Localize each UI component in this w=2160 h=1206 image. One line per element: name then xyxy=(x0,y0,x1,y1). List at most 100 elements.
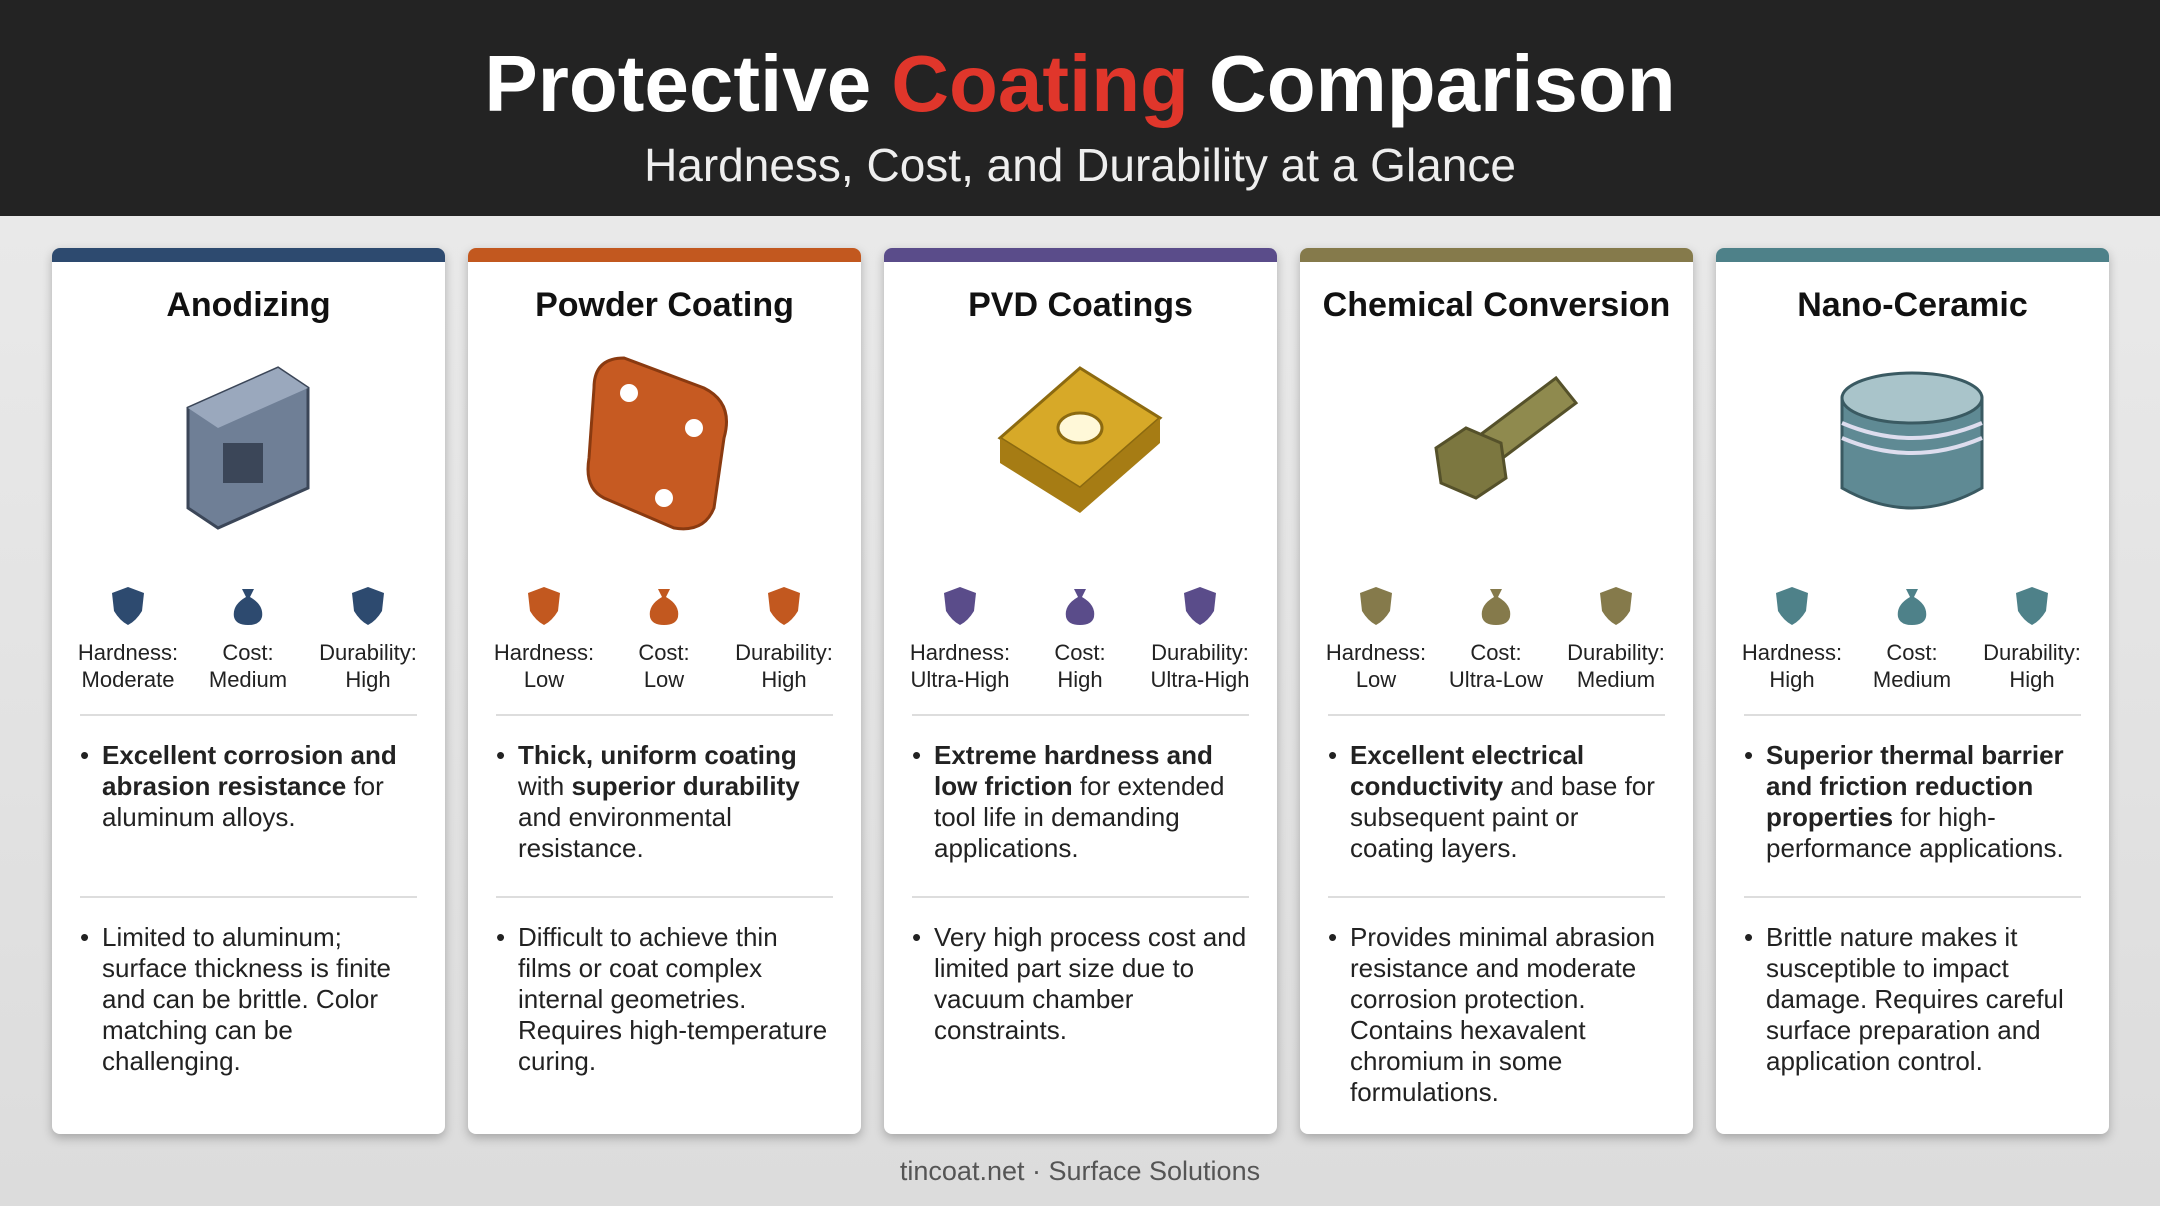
title: Protective Coating Comparison xyxy=(0,38,2160,130)
pros-text: and base for subsequent paint or coating… xyxy=(1350,771,1655,863)
rating: Durability: High xyxy=(308,583,428,693)
icon-shape xyxy=(1600,587,1632,625)
icon-shape xyxy=(1360,587,1392,625)
pros-text: with xyxy=(518,771,572,801)
rating: Hardness: Low xyxy=(1316,583,1436,693)
pros: Superior thermal barrier and friction re… xyxy=(1742,740,2082,864)
subtitle: Hardness, Cost, and Durability at a Glan… xyxy=(644,139,1516,191)
pros-text: for high-performance applications. xyxy=(1766,802,2064,863)
part xyxy=(655,489,673,507)
card: Anodizing Hardness: Moderate Cost: Medium Dur… xyxy=(52,248,445,1134)
card: Chemical Conversion Hardness: Low Cost: Ultr… xyxy=(1300,248,1693,1134)
part xyxy=(620,384,638,402)
rating: Cost: Medium xyxy=(188,583,308,693)
rating-label: Durability: xyxy=(1983,640,2081,665)
part xyxy=(1434,426,1508,500)
title-word: Coating xyxy=(891,39,1189,128)
icon-shape xyxy=(1184,587,1216,625)
divider xyxy=(496,714,833,716)
rating-icon xyxy=(768,587,800,625)
rating-label: Cost: xyxy=(1886,640,1938,665)
card: Nano-Ceramic Hardness: High Cost: Medium Dura… xyxy=(1716,248,2109,1134)
rating-label: Durability: xyxy=(319,640,417,665)
divider xyxy=(1744,896,2081,898)
icon-shape xyxy=(1481,589,1511,625)
icon-shape xyxy=(768,587,800,625)
cons: Very high process cost and limited part … xyxy=(910,922,1250,1046)
part xyxy=(586,356,728,531)
rating: Cost: Ultra-Low xyxy=(1436,583,1556,693)
part xyxy=(1000,418,1160,513)
icon-shape xyxy=(112,587,144,625)
icon-shape xyxy=(944,587,976,625)
rating: Cost: Low xyxy=(604,583,724,693)
icon-shape xyxy=(2016,587,2048,625)
icon-shape xyxy=(649,589,679,625)
pros: Excellent electrical conductivity and ba… xyxy=(1326,740,1666,864)
rating-icon xyxy=(1897,589,1927,625)
card-title: Nano-Ceramic xyxy=(1797,286,2028,324)
rating: Hardness: Low xyxy=(484,583,604,693)
card-accent xyxy=(884,248,1277,262)
rating-icon xyxy=(1481,589,1511,625)
part xyxy=(685,419,703,437)
rating-value: Moderate xyxy=(81,667,175,692)
rating: Cost: High xyxy=(1020,583,1140,693)
pros-text: and environmental resistance. xyxy=(518,802,732,863)
rating-label: Cost: xyxy=(222,640,274,665)
rating-icon xyxy=(1360,587,1392,625)
rating-value: High xyxy=(1057,667,1103,692)
card-title: PVD Coatings xyxy=(968,286,1193,324)
rating-label: Hardness: xyxy=(493,640,595,665)
rating-icon xyxy=(2016,587,2048,625)
icon-shape xyxy=(1776,587,1808,625)
pros-text: Excellent corrosion and abrasion resista… xyxy=(102,740,397,801)
part xyxy=(1841,436,1983,455)
rating-icon xyxy=(1184,587,1216,625)
rating-value: High xyxy=(2009,667,2055,692)
rating-label: Hardness: xyxy=(1741,640,1843,665)
rating-value: Ultra-High xyxy=(910,667,1010,692)
rating-value: Medium xyxy=(1576,667,1656,692)
rating-value: Low xyxy=(1355,667,1397,692)
rating-value: High xyxy=(1769,667,1815,692)
rating-label: Cost: xyxy=(1054,640,1106,665)
pros-text: superior durability xyxy=(571,771,800,801)
rating-label: Durability: xyxy=(735,640,833,665)
cons: Limited to aluminum; surface thickness i… xyxy=(78,922,418,1077)
rating-label: Hardness: xyxy=(77,640,179,665)
icon-shape xyxy=(352,587,384,625)
rating-value: High xyxy=(345,667,391,692)
rating: Hardness: Ultra-High xyxy=(900,583,1020,693)
cons: Provides minimal abrasion resistance and… xyxy=(1326,922,1666,1108)
header: Protective Coating Comparison Hardness, Co… xyxy=(0,0,2160,216)
product-image xyxy=(1840,371,1984,510)
part xyxy=(1840,371,1984,425)
rating-icon xyxy=(649,589,679,625)
card-accent xyxy=(1300,248,1693,262)
pros-text: Superior thermal barrier and friction re… xyxy=(1766,740,2064,832)
card-accent xyxy=(1716,248,2109,262)
rating-icon xyxy=(528,587,560,625)
divider xyxy=(912,896,1249,898)
card-title: Anodizing xyxy=(166,286,331,324)
icon-shape xyxy=(1065,589,1095,625)
product-image xyxy=(997,366,1163,513)
divider xyxy=(1328,896,1665,898)
rating-value: Ultra-Low xyxy=(1448,667,1544,692)
rating: Durability: High xyxy=(724,583,844,693)
card: PVD Coatings Hardness: Ultra-High Cost: High… xyxy=(884,248,1277,1134)
rating-label: Durability: xyxy=(1567,640,1665,665)
rating-value: Medium xyxy=(208,667,288,692)
title-word: Comparison xyxy=(1208,39,1676,128)
rating-value: High xyxy=(761,667,807,692)
rating: Durability: High xyxy=(1972,583,2092,693)
icon-shape xyxy=(1897,589,1927,625)
rating-value: Medium xyxy=(1872,667,1952,692)
card-title: Powder Coating xyxy=(535,286,794,324)
part xyxy=(223,443,263,483)
part xyxy=(1056,411,1104,445)
rating-icon xyxy=(944,587,976,625)
pros-text: Extreme hardness and low friction xyxy=(934,740,1213,801)
